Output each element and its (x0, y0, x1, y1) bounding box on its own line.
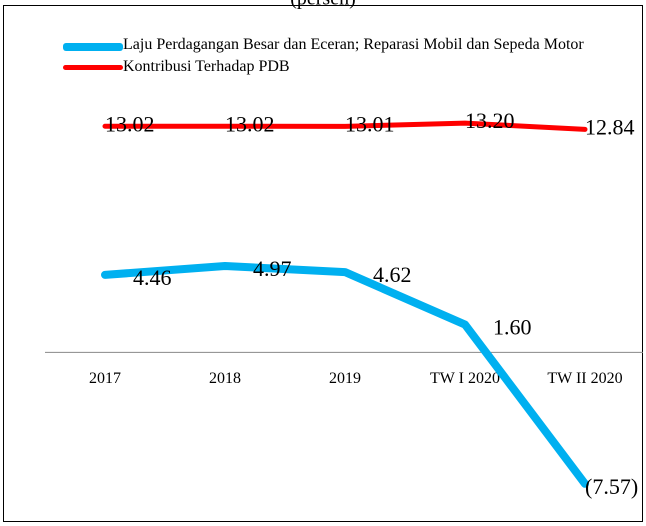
series-line (102, 120, 588, 132)
data-label: 13.01 (345, 111, 395, 136)
data-label: 13.02 (105, 111, 155, 136)
x-tick-label: 2019 (329, 370, 361, 387)
data-label: 4.97 (253, 256, 292, 281)
chart-title: (persen) (290, 0, 356, 10)
series-line (101, 262, 589, 488)
x-tick-label: TW I 2020 (430, 370, 500, 387)
legend-swatch (63, 43, 123, 51)
x-tick-label: 2017 (89, 370, 121, 387)
legend-label: Laju Perdagangan Besar dan Eceran; Repar… (123, 36, 584, 53)
x-tick-label: 2018 (209, 370, 241, 387)
x-tick-label: TW II 2020 (547, 370, 622, 387)
data-label: 12.84 (585, 114, 635, 139)
data-label: (7.57) (585, 474, 638, 499)
data-label: 13.20 (465, 108, 515, 133)
data-label: 4.62 (373, 262, 412, 287)
legend-label: Kontribusi Terhadap PDB (123, 58, 290, 75)
legend-swatch (63, 65, 123, 70)
chart-border (3, 5, 643, 522)
legend-item: Kontribusi Terhadap PDB (63, 56, 643, 78)
data-label: 4.46 (133, 265, 172, 290)
data-label: 13.02 (225, 111, 275, 136)
data-label: 1.60 (493, 315, 532, 340)
legend-item: Laju Perdagangan Besar dan Eceran; Repar… (63, 34, 643, 56)
